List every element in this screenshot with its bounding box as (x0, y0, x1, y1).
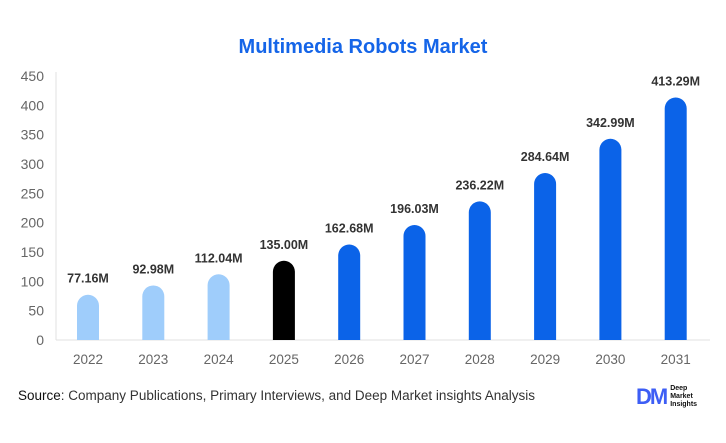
y-tick-label: 150 (21, 244, 45, 260)
data-label: 236.22M (455, 178, 504, 192)
y-tick-label: 250 (21, 185, 45, 201)
x-tick-label: 2026 (334, 352, 364, 367)
x-tick-label: 2031 (661, 352, 691, 367)
logo: DM Deep Market Insights (636, 384, 697, 410)
logo-text: Deep Market Insights (670, 385, 697, 409)
source-note: Source: Company Publications, Primary In… (18, 388, 535, 403)
logo-text-line: Market (670, 393, 693, 400)
data-label: 135.00M (260, 238, 309, 252)
bar-chart: 0 50 100 150 200 250 300 350 400 450 77.16M 2022 92.… (21, 68, 710, 367)
x-tick-label: 2023 (138, 352, 168, 367)
x-tick-label: 2030 (595, 352, 625, 367)
x-tick-label: 2029 (530, 352, 560, 367)
logo-mark: DM (636, 384, 668, 409)
data-label: 77.16M (67, 272, 109, 286)
bar (534, 173, 557, 340)
y-tick-label: 0 (36, 332, 44, 348)
bar (664, 97, 687, 341)
bar (272, 260, 295, 340)
logo-text-line: Deep (670, 385, 688, 392)
data-label: 92.98M (132, 262, 174, 276)
bar (142, 285, 165, 340)
y-tick-label: 450 (21, 68, 45, 84)
bar (338, 244, 361, 340)
y-tick-label: 400 (21, 97, 45, 113)
x-tick-label: 2025 (269, 352, 299, 367)
y-tick-label: 300 (21, 156, 45, 172)
data-label: 162.68M (325, 222, 374, 236)
data-label: 342.99M (586, 116, 635, 130)
data-label: 413.29M (651, 75, 700, 89)
y-tick-label: 350 (21, 127, 45, 143)
x-tick-label: 2028 (465, 352, 495, 367)
source-label: Source (18, 388, 61, 403)
y-tick-label: 200 (21, 215, 45, 231)
y-tick-label: 50 (28, 303, 44, 319)
x-tick-label: 2027 (399, 352, 429, 367)
y-tick-label: 100 (21, 273, 45, 289)
bar (77, 294, 99, 340)
x-tick-label: 2024 (204, 352, 235, 367)
bar (468, 201, 491, 340)
bar (599, 138, 622, 340)
chart-title: Multimedia Robots Market (238, 36, 488, 58)
bar (207, 274, 230, 340)
x-tick-label: 2022 (73, 352, 103, 367)
bar (403, 224, 426, 340)
data-label: 112.04M (195, 251, 243, 265)
data-label: 284.64M (521, 150, 570, 164)
data-label: 196.03M (390, 202, 439, 216)
source-text: : Company Publications, Primary Intervie… (60, 388, 535, 403)
logo-text-line: Insights (670, 401, 698, 408)
